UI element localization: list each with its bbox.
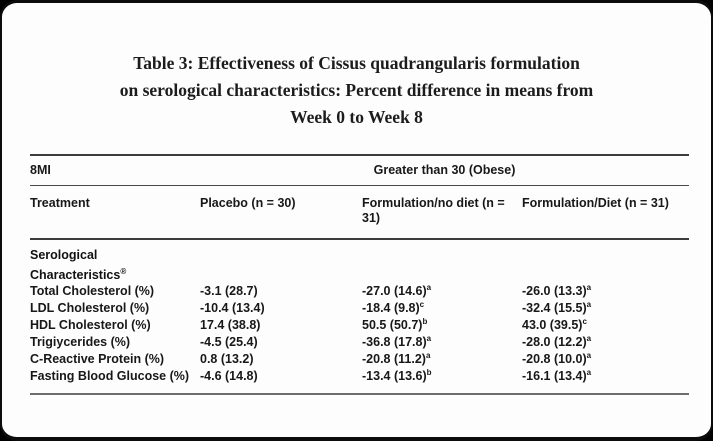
column-header-treatment: Treatment: [30, 185, 200, 240]
formulation-no-diet-value: 50.5 (50.7)b: [362, 317, 428, 333]
significance-marker: b: [426, 368, 432, 377]
column-header-formulation-diet: Formulation/Diet (n = 31): [522, 185, 690, 240]
formulation-diet-value: -28.0 (12.2)a: [522, 334, 592, 350]
formulation-no-diet-value: -36.8 (17.8)a: [362, 334, 432, 350]
row-label: C-Reactive Protein (%): [30, 352, 165, 367]
row-label: HDL Cholesterol (%): [30, 318, 151, 333]
row-label: Trigiycerides (%): [30, 335, 131, 350]
row-label: Fasting Blood Glucose (%): [30, 369, 190, 384]
placebo-value: -3.1 (28.7): [200, 284, 258, 299]
row-label: LDL Cholesterol (%): [30, 301, 150, 316]
significance-marker: a: [586, 283, 592, 292]
column-header-placebo: Placebo (n = 30): [200, 185, 362, 240]
bmi-label: 8MI: [30, 154, 200, 186]
bmi-header-row: 8MI Greater than 30 (Obese): [30, 154, 690, 186]
table-row: LDL Cholesterol (%) -10.4 (13.4) -18.4 (…: [30, 300, 689, 317]
formulation-diet-value: 43.0 (39.5)c: [522, 317, 587, 333]
table-title-line-1: Table 3: Effectiveness of Cissus quadran…: [133, 53, 580, 73]
formulation-no-diet-value: -13.4 (13.6)b: [362, 368, 432, 384]
table-title-line-2: on serological characteristics: Percent …: [119, 80, 594, 100]
treatment-header-row: Treatment Placebo (n = 30) Formulation/n…: [30, 185, 690, 240]
table-row: Fasting Blood Glucose (%) -4.6 (14.8) -1…: [30, 368, 689, 385]
column-header-formulation-diet-label: Formulation/Diet (n = 31): [522, 195, 669, 210]
formulation-diet-value: -26.0 (13.3)a: [522, 283, 592, 299]
section-footnote-marker: ®: [120, 266, 127, 276]
section-label: Serological Characteristics®: [30, 248, 127, 282]
section-row: Serological Characteristics®: [30, 239, 689, 283]
table-title-line-3: Week 0 to Week 8: [290, 107, 423, 127]
significance-marker: a: [425, 351, 431, 360]
table-row: Total Cholesterol (%) -3.1 (28.7) -27.0 …: [30, 283, 689, 300]
formulation-diet-value: -16.1 (13.4)a: [522, 368, 592, 384]
formulation-no-diet-value: -20.8 (11.2)a: [362, 351, 431, 367]
placebo-value: -10.4 (13.4): [200, 301, 265, 316]
significance-marker: b: [422, 317, 428, 326]
significance-marker: a: [586, 300, 592, 309]
table-row: Trigiycerides (%) -4.5 (25.4) -36.8 (17.…: [30, 334, 689, 351]
placebo-value: -4.6 (14.8): [200, 369, 258, 384]
significance-marker: a: [586, 351, 592, 360]
formulation-no-diet-value: -18.4 (9.8)c: [362, 300, 425, 316]
significance-marker: a: [426, 334, 432, 343]
significance-marker: c: [419, 300, 425, 309]
table-bottom-rule: [30, 385, 690, 396]
bmi-group-label: Greater than 30 (Obese): [200, 154, 690, 186]
column-header-formulation-no-diet: Formulation/no diet (n = 31): [362, 185, 522, 240]
column-header-formulation-no-diet-label: Formulation/no diet (n = 31): [362, 195, 505, 225]
serology-table: 8MI Greater than 30 (Obese) Treatment Pl…: [30, 154, 690, 396]
table-row: HDL Cholesterol (%) 17.4 (38.8) 50.5 (50…: [30, 317, 689, 334]
significance-marker: c: [582, 317, 587, 326]
row-label: Total Cholesterol (%): [30, 284, 155, 299]
placebo-value: 17.4 (38.8): [200, 318, 261, 333]
significance-marker: a: [586, 334, 592, 343]
placebo-value: -4.5 (25.4): [200, 335, 258, 350]
significance-marker: a: [426, 283, 432, 292]
formulation-no-diet-value: -27.0 (14.6)a: [362, 283, 432, 299]
table-row: C-Reactive Protein (%) 0.8 (13.2) -20.8 …: [30, 351, 689, 368]
table-title: Table 3: Effectiveness of Cissus quadran…: [2, 50, 711, 131]
results-table: 8MI Greater than 30 (Obese) Treatment Pl…: [30, 154, 690, 396]
placebo-value: 0.8 (13.2): [200, 352, 254, 367]
significance-marker: a: [586, 368, 592, 377]
formulation-diet-value: -32.4 (15.5)a: [522, 300, 592, 316]
formulation-diet-value: -20.8 (10.0)a: [522, 351, 592, 367]
